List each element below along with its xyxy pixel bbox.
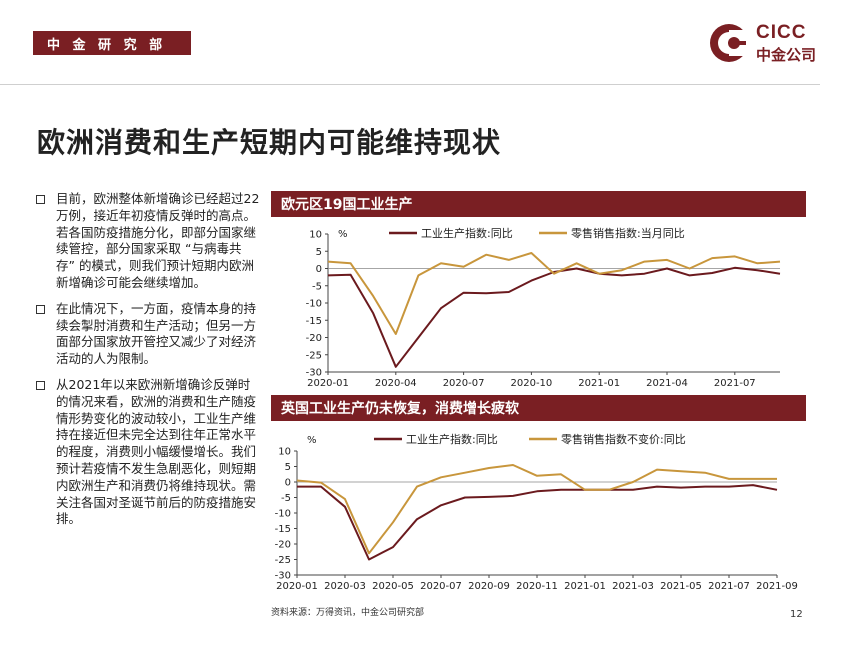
cicc-logo-mark-icon — [710, 24, 749, 62]
chart2-header: 英国工业生产仍未恢复，消费增长疲软 — [271, 395, 806, 421]
x-tick-label: 2021-05 — [660, 581, 702, 592]
x-tick-label: 2021-01 — [564, 581, 606, 592]
chart1-title: 欧元区19国工业生产 — [281, 197, 413, 213]
logo-text-en: CICC — [756, 22, 807, 43]
y-tick-label: -25 — [275, 555, 291, 566]
y-tick-label: -30 — [306, 368, 322, 379]
y-tick-label: 5 — [285, 462, 291, 473]
cicc-logo: CICC 中金公司 — [708, 22, 828, 66]
header-divider — [0, 84, 820, 85]
x-tick-label: 2021-01 — [578, 378, 620, 389]
y-tick-label: 5 — [316, 247, 322, 258]
x-tick-label: 2021-09 — [756, 581, 798, 592]
series-line-2 — [296, 464, 777, 555]
y-tick-label: -15 — [306, 316, 322, 327]
legend-label: 工业生产指数:同比 — [406, 432, 498, 446]
y-unit-label: % — [338, 229, 348, 240]
x-tick-label: 2020-09 — [468, 581, 510, 592]
uk-chart: 10 5 0 -5 -10 -15 -20 -25 -30% 2020-01 2020-03 2020… — [275, 432, 798, 592]
y-tick-label: 0 — [316, 264, 322, 275]
bullet-square-icon — [36, 304, 45, 314]
bullet-list: 目前，欧洲整体新增确诊已经超过22万例，接近年初疫情反弹时的高点。若各国防疫措施… — [34, 191, 260, 537]
y-unit-label: % — [307, 435, 317, 446]
bullet-text: 在此情况下，一方面，疫情本身的持续会掣肘消费和生产活动；但另一方面部分国家放开管… — [56, 300, 257, 367]
y-tick-label: 0 — [285, 478, 291, 489]
x-tick-label: 2020-01 — [276, 581, 318, 592]
y-tick-label: 10 — [309, 230, 322, 241]
chart1-header: 欧元区19国工业生产 — [271, 191, 806, 217]
y-tick-label: -25 — [306, 350, 322, 361]
bullet-square-icon — [36, 380, 45, 390]
department-label: 中 金 研 究 部 — [47, 37, 167, 53]
bullet-text: 从2021年以来欧洲新增确诊反弹时的情况来看，欧洲的消费和生产随疫情形势变化的波… — [56, 376, 257, 527]
bullet-item: 目前，欧洲整体新增确诊已经超过22万例，接近年初疫情反弹时的高点。若各国防疫措施… — [34, 191, 260, 292]
bullet-square-icon — [36, 195, 45, 204]
legend-label: 工业生产指数:同比 — [421, 226, 513, 240]
legend-label: 零售销售指数不变价:同比 — [561, 432, 686, 446]
bullet-text: 目前，欧洲整体新增确诊已经超过22万例，接近年初疫情反弹时的高点。若各国防疫措施… — [56, 191, 260, 290]
x-tick-label: 2020-05 — [372, 581, 414, 592]
x-tick-label: 2020-10 — [511, 378, 553, 389]
x-tick-label: 2021-07 — [708, 581, 750, 592]
x-tick-label: 2021-04 — [646, 378, 688, 389]
y-tick-label: -10 — [306, 299, 322, 310]
x-tick-label: 2021-03 — [612, 581, 654, 592]
legend-label: 零售销售指数:当月同比 — [571, 226, 685, 240]
bullet-item: 在此情况下，一方面，疫情本身的持续会掣肘消费和生产活动；但另一方面部分国家放开管… — [34, 301, 260, 368]
department-banner: 中 金 研 究 部 — [33, 31, 191, 55]
series-line-1 — [297, 484, 778, 561]
x-tick-label: 2020-01 — [307, 378, 349, 389]
y-tick-label: -30 — [275, 571, 291, 582]
page-number: 12 — [790, 609, 803, 620]
x-tick-label: 2021-07 — [714, 378, 756, 389]
y-tick-label: -10 — [275, 509, 291, 520]
series-line-1 — [327, 266, 781, 368]
series-line-2 — [327, 252, 781, 335]
x-tick-label: 2020-04 — [375, 378, 417, 389]
chart2-title: 英国工业生产仍未恢复，消费增长疲软 — [281, 401, 519, 417]
y-tick-label: -20 — [306, 333, 322, 344]
y-tick-label: -20 — [275, 540, 291, 551]
y-tick-label: -5 — [312, 281, 322, 292]
y-tick-label: 10 — [278, 447, 291, 458]
logo-text-cn: 中金公司 — [756, 46, 817, 64]
bullet-item: 从2021年以来欧洲新增确诊反弹时的情况来看，欧洲的消费和生产随疫情形势变化的波… — [34, 377, 260, 528]
x-tick-label: 2020-07 — [443, 378, 485, 389]
x-tick-label: 2020-03 — [324, 581, 366, 592]
x-tick-label: 2020-07 — [420, 581, 462, 592]
page-title: 欧洲消费和生产短期内可能维持现状 — [37, 126, 502, 159]
x-tick-label: 2020-11 — [516, 581, 558, 592]
eurozone-chart: 10 5 0 -5 -10 -15 -20 -25 -30% 2020-01 2020-04 2020… — [306, 226, 781, 389]
y-tick-label: -15 — [275, 524, 291, 535]
source-note: 资料来源：万得资讯，中金公司研究部 — [271, 608, 425, 618]
y-tick-label: -5 — [281, 493, 291, 504]
